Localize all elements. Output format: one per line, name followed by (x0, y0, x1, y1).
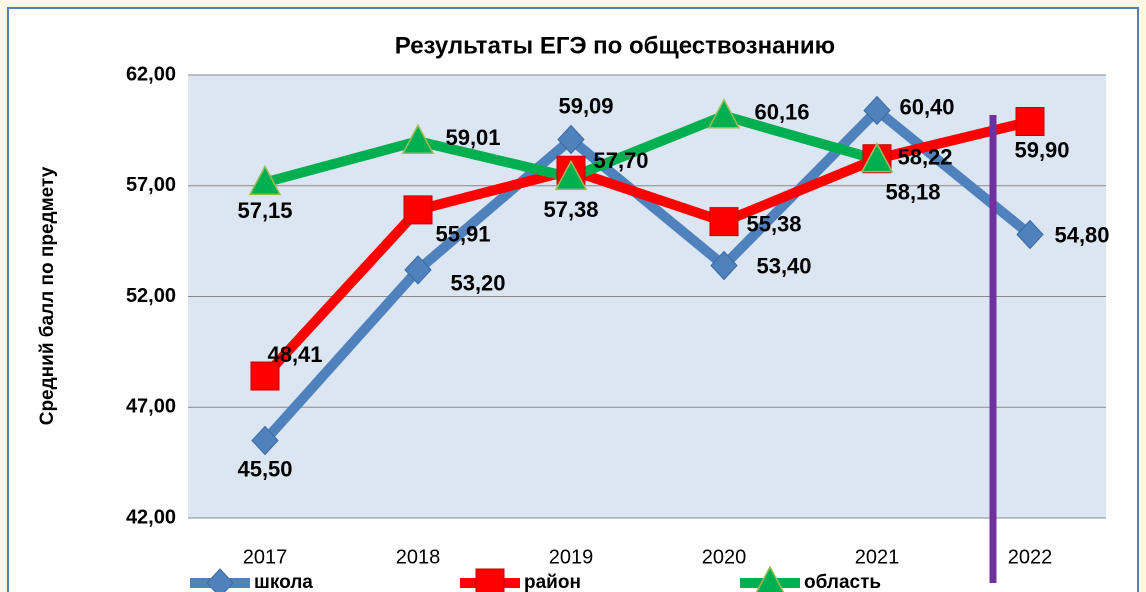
point (709, 207, 739, 237)
y-axis-title: Средний балл по предмету (37, 166, 58, 425)
x-tick-label: 2020 (702, 546, 747, 568)
chart-title: Результаты ЕГЭ по обществознанию (395, 32, 835, 59)
data-label: 55,91 (435, 222, 490, 247)
y-tick-label: 62,00 (126, 63, 176, 85)
y-tick-label: 57,00 (126, 174, 176, 196)
x-tick-label: 2019 (549, 546, 594, 568)
data-label: 58,22 (897, 145, 952, 170)
legend-label: область (804, 572, 881, 592)
data-label: 60,40 (899, 94, 954, 119)
point (248, 164, 282, 196)
data-label: 57,15 (237, 198, 292, 223)
y-tick-label: 52,00 (126, 285, 176, 307)
y-tick-label: 42,00 (126, 506, 176, 528)
point (707, 98, 741, 129)
x-tick-label: 2021 (855, 546, 900, 568)
legend-label: район (524, 572, 581, 592)
point (863, 95, 891, 126)
data-label: 60,16 (754, 100, 809, 125)
point (554, 159, 588, 191)
y-tick-label: 47,00 (126, 396, 176, 418)
point (860, 142, 894, 173)
point (250, 361, 280, 391)
point (251, 425, 279, 456)
data-label: 58,18 (885, 179, 940, 204)
data-label: 53,20 (450, 271, 505, 296)
x-tick-label: 2017 (243, 546, 288, 568)
data-label: 55,38 (746, 211, 801, 236)
x-tick-label: 2018 (396, 546, 441, 568)
data-label: 57,38 (543, 197, 598, 222)
marks (248, 95, 1045, 456)
legend-label: школа (254, 572, 313, 592)
data-label: 48,41 (267, 342, 322, 367)
x-tick-label: 2022 (1008, 546, 1053, 568)
point (401, 123, 435, 154)
data-label: 59,90 (1014, 137, 1069, 162)
series-line (261, 105, 1034, 444)
point (403, 195, 433, 225)
data-label: 45,50 (237, 456, 292, 481)
point (1016, 219, 1044, 250)
data-label: 53,40 (756, 253, 811, 278)
point (404, 255, 432, 285)
point (557, 124, 585, 155)
point (1015, 107, 1045, 137)
series-line (261, 116, 1032, 380)
data-label: 59,01 (445, 125, 500, 150)
point (206, 568, 234, 592)
data-label: 57,70 (593, 148, 648, 173)
data-label: 54,80 (1054, 222, 1109, 247)
point (475, 568, 505, 592)
point (755, 565, 785, 592)
point (710, 250, 738, 281)
data-label: 59,09 (558, 93, 613, 118)
